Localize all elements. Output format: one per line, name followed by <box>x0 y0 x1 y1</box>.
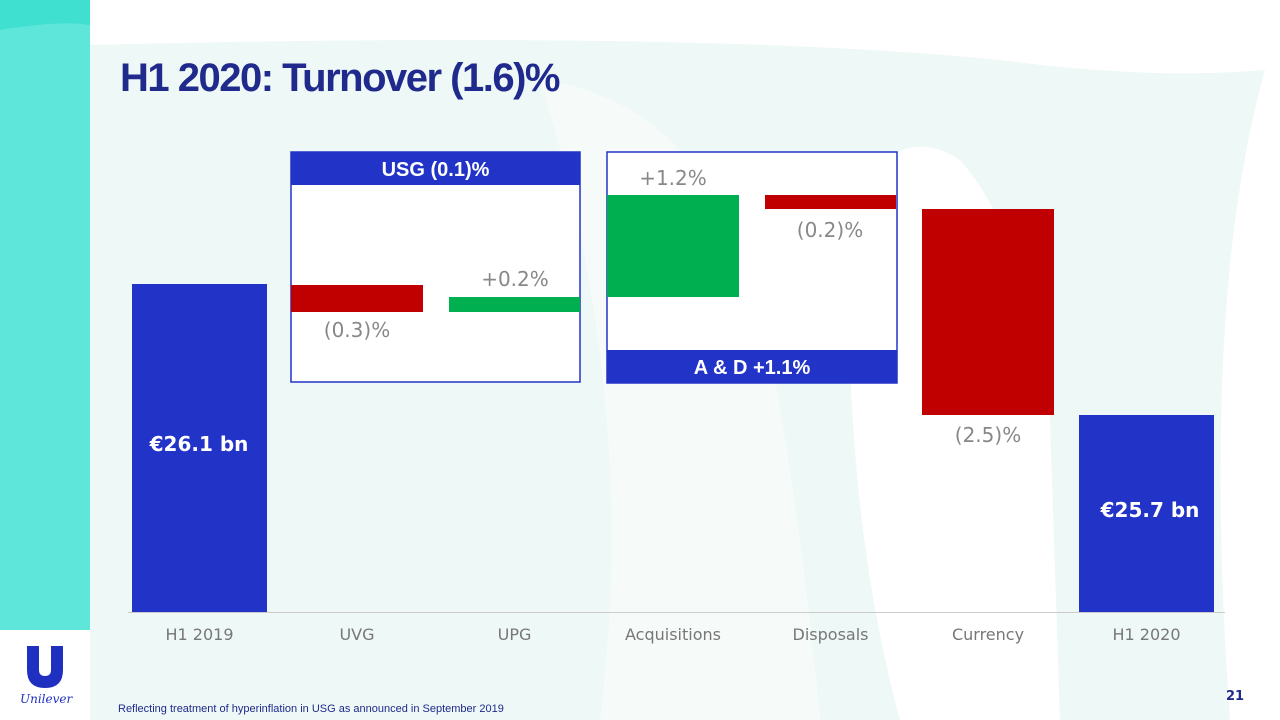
bar-upg <box>449 297 580 312</box>
bar-acquisitions <box>607 195 739 297</box>
logo-wordmark: Unilever <box>20 692 73 706</box>
data-label: +1.2% <box>639 166 707 190</box>
category-label: Acquisitions <box>625 625 721 644</box>
category-label: H1 2020 <box>1112 625 1180 644</box>
slide-title: H1 2020: Turnover (1.6)% <box>120 56 560 100</box>
category-label: H1 2019 <box>165 625 233 644</box>
category-label: UVG <box>339 625 374 644</box>
data-label: (0.3)% <box>324 318 390 342</box>
bar-disposals <box>765 195 896 209</box>
group-label: A & D +1.1% <box>694 357 811 379</box>
unilever-logo: Unilever <box>20 646 73 706</box>
data-label: (0.2)% <box>797 218 863 242</box>
bar-currency <box>922 209 1054 415</box>
data-label: +0.2% <box>481 267 549 291</box>
bar-h1-2020 <box>1079 415 1214 612</box>
data-label: €26.1 bn <box>149 432 249 456</box>
footnote: Reflecting treatment of hyperinflation i… <box>118 703 504 715</box>
group-label: USG (0.1)% <box>382 159 490 181</box>
category-label: Currency <box>952 625 1024 644</box>
bar-h1-2019 <box>132 284 267 612</box>
page-number: 21 <box>1226 689 1245 704</box>
category-label: Disposals <box>793 625 869 644</box>
group-header <box>607 350 897 383</box>
category-label: UPG <box>498 625 532 644</box>
group-box <box>290 151 581 383</box>
unilever-u-icon <box>27 646 63 688</box>
bar-uvg <box>291 285 423 312</box>
group-header <box>291 152 580 185</box>
data-label: €25.7 bn <box>1100 498 1200 522</box>
data-label: (2.5)% <box>955 423 1021 447</box>
